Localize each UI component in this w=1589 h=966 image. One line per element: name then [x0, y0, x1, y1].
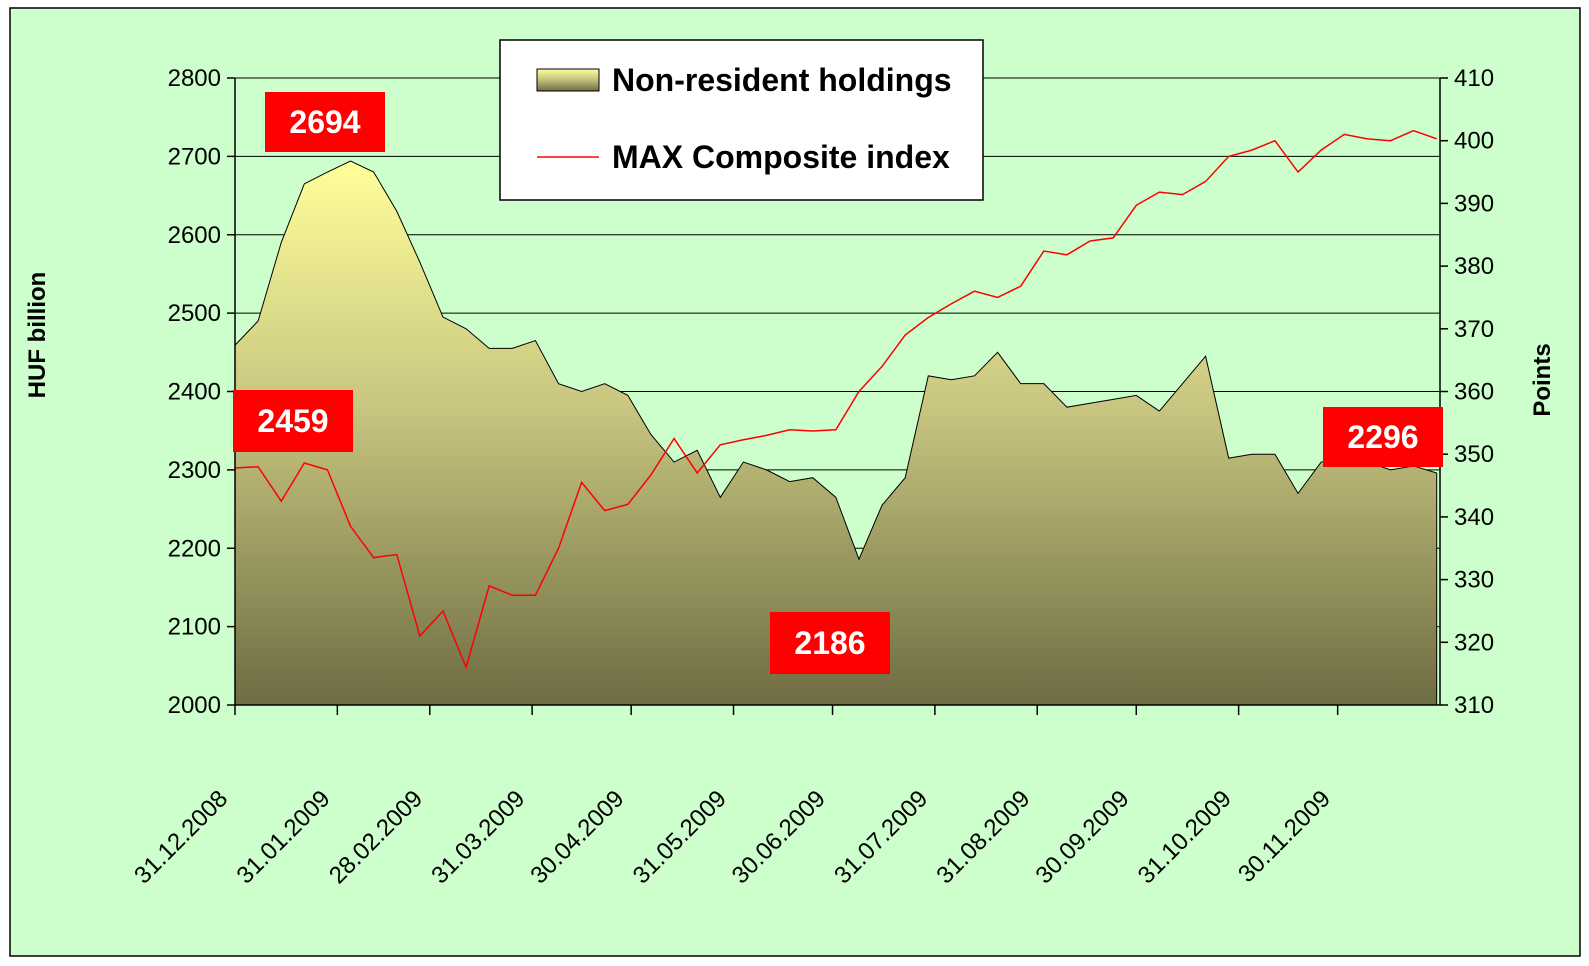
- y2-tick-label: 370: [1454, 316, 1494, 343]
- area: [234, 160, 1438, 706]
- y2-tick-label: 390: [1454, 190, 1494, 217]
- y-tick-label: 2200: [168, 535, 221, 562]
- legend-label: Non-resident holdings: [612, 62, 952, 98]
- y-tick-label: 2100: [168, 614, 221, 641]
- y2-tick-label: 350: [1454, 441, 1494, 468]
- legend-swatch: [536, 68, 600, 92]
- y2-tick-label: 380: [1454, 253, 1494, 280]
- y2-tick-label: 360: [1454, 379, 1494, 406]
- annotation-label: 2459: [257, 403, 328, 439]
- y-tick-label: 2600: [168, 222, 221, 249]
- annotation-label: 2296: [1347, 419, 1418, 455]
- y-tick-label: 2700: [168, 143, 221, 170]
- annotation-box: [1323, 407, 1443, 467]
- annotation-box: [233, 390, 353, 452]
- y-tick-label: 2300: [168, 457, 221, 484]
- y2-tick-label: 330: [1454, 567, 1494, 594]
- annotations: 2694 2459 2186 2296: [233, 92, 1443, 674]
- legend-label: MAX Composite index: [612, 139, 950, 175]
- y-tick-label: 2000: [168, 692, 221, 719]
- y2-tick-label: 340: [1454, 504, 1494, 531]
- y2-tick-label: 320: [1454, 629, 1494, 656]
- marks: [234, 129, 1438, 706]
- legend-box: [499, 39, 984, 201]
- y2-tick-label: 400: [1454, 128, 1494, 155]
- y-tick-label: 2800: [168, 65, 221, 92]
- annotation-box: [770, 612, 890, 674]
- y2-tick-label: 310: [1454, 692, 1494, 719]
- y2-axis-title: Points: [1529, 343, 1556, 416]
- y2-tick-label: 410: [1454, 65, 1494, 92]
- legend: Non-resident holdings MAX Composite index: [499, 39, 984, 201]
- annotation-label: 2186: [794, 625, 865, 661]
- annotation-box: [265, 92, 385, 152]
- y-tick-label: 2400: [168, 379, 221, 406]
- annotation-label: 2694: [289, 104, 360, 140]
- y-tick-label: 2500: [168, 300, 221, 327]
- line: [234, 129, 1437, 670]
- y-axis-title: HUF billion: [24, 272, 51, 399]
